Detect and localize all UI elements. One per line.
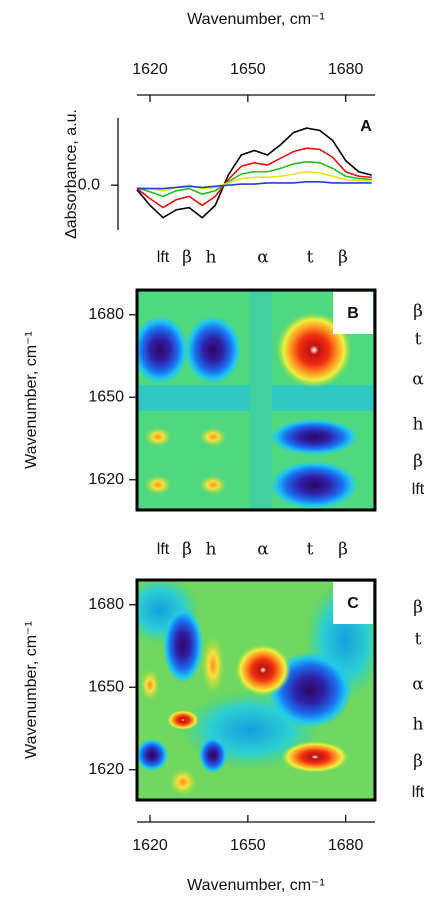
band-label: β bbox=[338, 248, 348, 268]
y-axis-title: Δabsorbance, a.u. bbox=[63, 109, 80, 239]
band-label: β bbox=[413, 452, 423, 472]
line-series bbox=[136, 160, 372, 198]
x-tick-label: 1650 bbox=[230, 837, 266, 854]
panel-label: B bbox=[347, 305, 359, 322]
y-tick-label: 1680 bbox=[88, 596, 124, 613]
x-axis-title: Wavenumber, cm⁻¹ bbox=[187, 11, 325, 28]
band-label: h bbox=[413, 715, 424, 735]
band-label: t bbox=[415, 630, 422, 650]
band-label: h bbox=[206, 248, 217, 268]
band-label: lft bbox=[412, 481, 425, 498]
y-axis-title: Wavenumber, cm⁻¹ bbox=[23, 331, 40, 469]
line-series bbox=[136, 147, 372, 209]
panel-label: A bbox=[360, 118, 372, 135]
y-tick-label: 1650 bbox=[88, 678, 124, 695]
y-tick-label: 1620 bbox=[88, 471, 124, 488]
panel-frame bbox=[135, 578, 377, 802]
band-label: t bbox=[307, 540, 314, 560]
x-tick-label: 1620 bbox=[132, 837, 168, 854]
y-tick-label: 1620 bbox=[88, 761, 124, 778]
y-tick-label: 1680 bbox=[88, 306, 124, 323]
band-label: lft bbox=[412, 784, 425, 801]
y-axis-title: Wavenumber, cm⁻¹ bbox=[23, 621, 40, 759]
panel-frame bbox=[135, 288, 377, 512]
line-series bbox=[136, 127, 372, 219]
x-tick-label: 1680 bbox=[328, 837, 364, 854]
band-label: α bbox=[412, 675, 424, 695]
band-label: α bbox=[257, 248, 269, 268]
band-label: h bbox=[413, 415, 424, 435]
band-label: h bbox=[206, 540, 217, 560]
y-tick-label: 0.0 bbox=[78, 176, 100, 193]
band-label: β bbox=[413, 752, 423, 772]
band-label: β bbox=[182, 540, 192, 560]
band-label: α bbox=[412, 370, 424, 390]
contour-map-b bbox=[137, 290, 375, 510]
x-tick-label: 1650 bbox=[230, 61, 266, 78]
x-axis-title: Wavenumber, cm⁻¹ bbox=[187, 877, 325, 894]
band-label: β bbox=[413, 302, 423, 322]
band-label: lft bbox=[157, 249, 170, 266]
band-label: β bbox=[413, 598, 423, 618]
x-tick-label: 1620 bbox=[132, 61, 168, 78]
contour-map-c bbox=[137, 580, 375, 800]
x-tick-label: 1680 bbox=[328, 61, 364, 78]
band-label: β bbox=[182, 248, 192, 268]
band-label: β bbox=[338, 540, 348, 560]
line-series bbox=[137, 181, 372, 190]
band-label: t bbox=[415, 330, 422, 350]
band-label: t bbox=[307, 248, 314, 268]
band-label: α bbox=[257, 540, 269, 560]
panel-label: C bbox=[347, 595, 359, 612]
band-label: lft bbox=[157, 541, 170, 558]
y-tick-label: 1650 bbox=[88, 388, 124, 405]
